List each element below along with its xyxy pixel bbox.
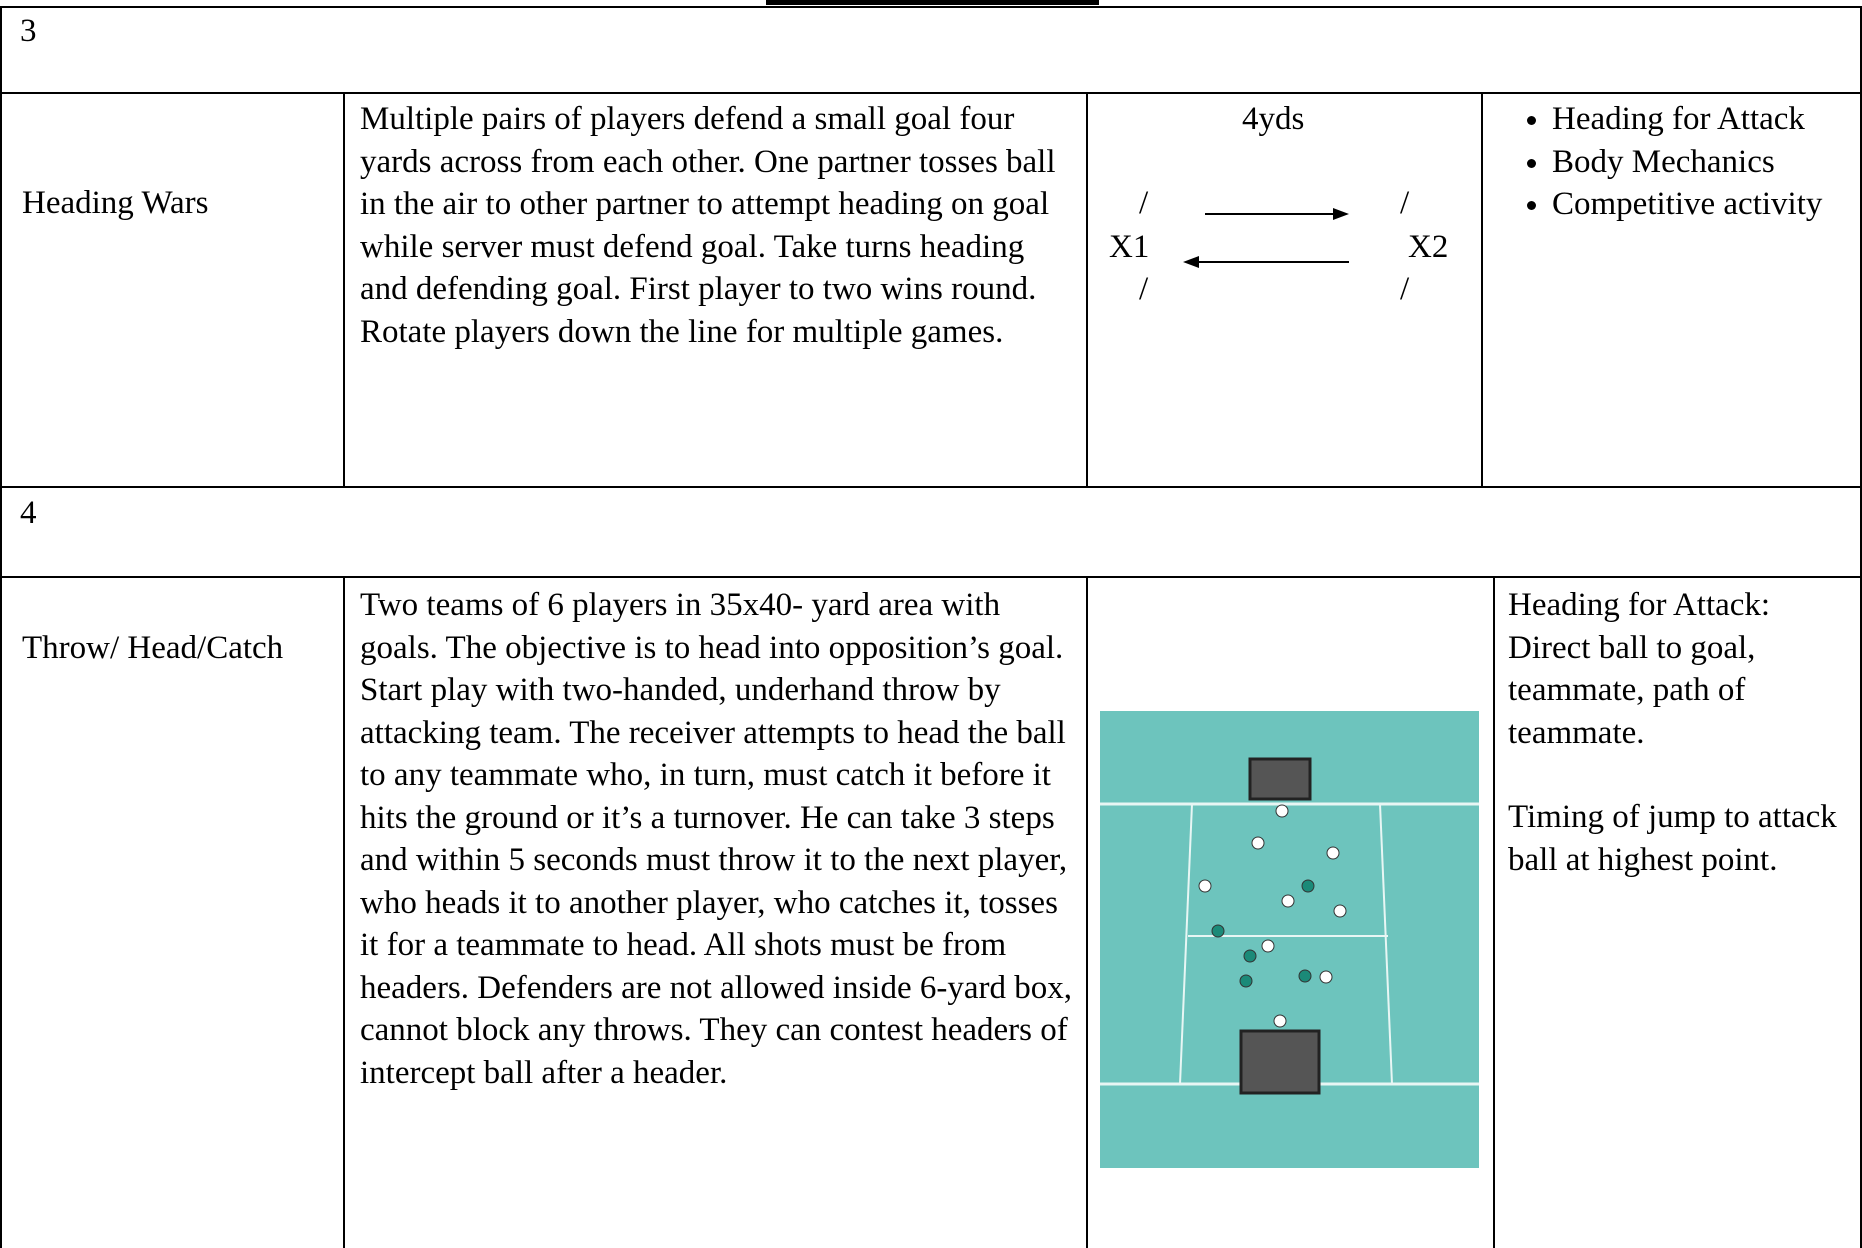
point-text: Heading for Attack: Direct ball to goal,… bbox=[1508, 587, 1771, 751]
player-label: X1 bbox=[1109, 229, 1150, 265]
bullet: Heading for Attack bbox=[1552, 98, 1860, 141]
cut-underline bbox=[766, 0, 1099, 5]
border bbox=[1493, 576, 1495, 1248]
player-label: X2 bbox=[1408, 229, 1449, 265]
border bbox=[343, 92, 345, 486]
diagram: 4yds / / X1 X2 / / bbox=[1087, 98, 1482, 478]
bullet: Body Mechanics bbox=[1552, 141, 1860, 184]
border bbox=[0, 486, 1862, 488]
distance-label: 4yds bbox=[1242, 101, 1305, 137]
field-image bbox=[1100, 711, 1479, 1168]
border bbox=[1086, 576, 1088, 1248]
activity-name: Throw/ Head/Catch bbox=[22, 630, 284, 666]
point-text: Timing of jump to attack ball at highest… bbox=[1508, 799, 1837, 878]
bullet-list: Heading for Attack Body Mechanics Compet… bbox=[1500, 98, 1860, 226]
goal-mark: / bbox=[1400, 271, 1410, 307]
goal-mark: / bbox=[1139, 271, 1149, 307]
description: Multiple pairs of players defend a small… bbox=[360, 101, 1056, 350]
border bbox=[1860, 6, 1862, 1248]
border bbox=[1086, 92, 1088, 486]
goal-mark: / bbox=[1400, 185, 1410, 221]
activity-name: Heading Wars bbox=[22, 185, 209, 221]
arrows bbox=[1183, 208, 1349, 268]
border bbox=[0, 92, 1862, 94]
border bbox=[0, 6, 1862, 8]
border bbox=[343, 576, 345, 1248]
key-points: Heading for Attack: Direct ball to goal,… bbox=[1508, 584, 1858, 881]
bullet: Competitive activity bbox=[1552, 183, 1860, 226]
goal-mark: / bbox=[1139, 185, 1149, 221]
border bbox=[0, 6, 2, 1248]
section-number: 4 bbox=[20, 495, 37, 531]
border bbox=[1481, 92, 1483, 486]
border bbox=[0, 576, 1862, 578]
description: Two teams of 6 players in 35x40- yard ar… bbox=[360, 587, 1072, 1091]
section-number: 3 bbox=[20, 13, 37, 49]
key-points: Heading for Attack Body Mechanics Compet… bbox=[1500, 98, 1860, 226]
